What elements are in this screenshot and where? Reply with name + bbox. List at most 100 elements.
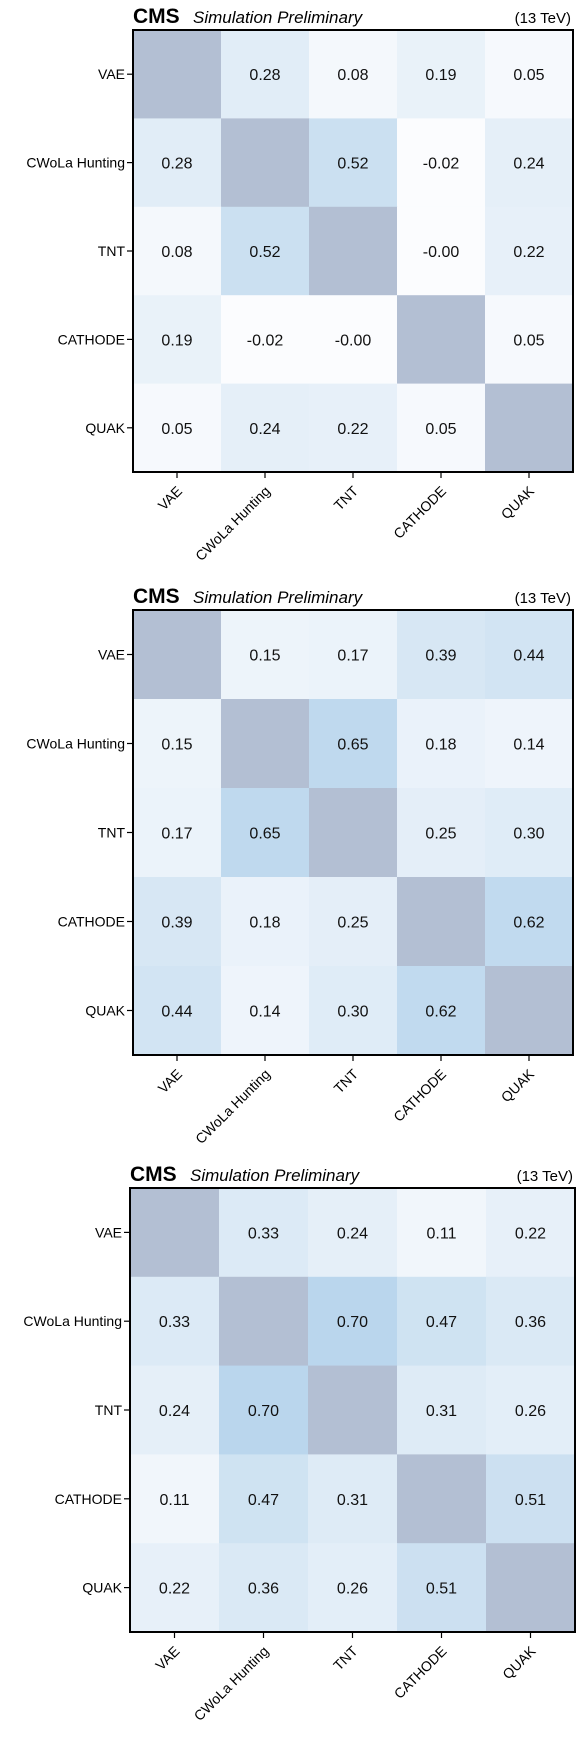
- heatmap-cell: [308, 1543, 398, 1633]
- heatmap-cell: [486, 1188, 576, 1278]
- cell-value-label: 0.26: [515, 1403, 546, 1420]
- heatmap-cell: [486, 1543, 576, 1633]
- heatmap-cell: [309, 30, 398, 119]
- cell-value-label: 0.52: [337, 156, 368, 173]
- heatmap-cell: [133, 699, 222, 789]
- cell-value-label: 0.52: [249, 244, 280, 261]
- cell-value-label: 0.62: [513, 915, 544, 932]
- heatmap-cell: [219, 1543, 309, 1633]
- heatmap-cell: [397, 610, 486, 700]
- heatmap-cell: [219, 1188, 309, 1278]
- x-tick-label: CWoLa Hunting: [192, 483, 273, 564]
- cell-value-label: 0.62: [425, 1004, 456, 1021]
- y-tick-label: CWoLa Hunting: [26, 736, 125, 752]
- heatmap-cell: [308, 1454, 398, 1544]
- heatmap-panel-1: CMS Simulation Preliminary (13 TeV) 0.28 0.0…: [26, 5, 574, 564]
- cell-value-label: 0.05: [161, 421, 192, 438]
- cell-value-label: 0.28: [249, 67, 280, 84]
- cell-value-label: -0.02: [423, 156, 460, 173]
- cell-value-label: 0.44: [513, 648, 544, 665]
- cell-value-label: 0.24: [159, 1403, 190, 1420]
- cell-value-label: 0.36: [515, 1314, 546, 1331]
- cell-value-label: 0.39: [161, 915, 192, 932]
- cell-value-label: 0.11: [427, 1225, 457, 1242]
- heatmap-cell: [485, 30, 574, 119]
- heatmap-cell: [485, 206, 574, 296]
- heatmap-cell: [397, 206, 486, 296]
- y-tick-label: CATHODE: [58, 331, 125, 347]
- cell-value-label: 0.08: [161, 244, 192, 261]
- cell-value-label: -0.02: [247, 332, 284, 349]
- energy-label: (13 TeV): [517, 1168, 573, 1185]
- cell-value-label: 0.47: [426, 1314, 457, 1331]
- cell-value-label: 0.17: [337, 648, 368, 665]
- cell-value-label: 0.17: [161, 826, 192, 843]
- heatmap-cell: [485, 383, 574, 473]
- heatmap-cell: [397, 699, 486, 789]
- x-tick-label: CATHODE: [390, 483, 449, 542]
- y-tick-label: VAE: [98, 66, 125, 82]
- heatmap-cell: [130, 1543, 220, 1633]
- cell-value-label: 0.47: [248, 1492, 279, 1509]
- heatmap-cell: [309, 383, 398, 473]
- heatmap-cell: [133, 788, 222, 878]
- simulation-preliminary-label: Simulation Preliminary: [193, 8, 364, 27]
- y-tick-label: CWoLa Hunting: [26, 155, 125, 171]
- simulation-preliminary-label: Simulation Preliminary: [190, 1166, 361, 1185]
- heatmap-cell: [397, 966, 486, 1056]
- cell-value-label: 0.05: [425, 421, 456, 438]
- heatmap-cell: [133, 966, 222, 1056]
- cell-value-label: 0.22: [337, 421, 368, 438]
- heatmap-cell: [397, 1276, 487, 1367]
- x-tick-label: QUAK: [498, 482, 538, 522]
- cell-value-label: 0.19: [425, 67, 456, 84]
- heatmap-cell: [309, 118, 398, 208]
- heatmap-cell: [308, 1365, 398, 1455]
- cell-value-label: 0.30: [337, 1004, 368, 1021]
- heatmap-cell: [133, 30, 222, 119]
- x-tick-label: QUAK: [498, 1065, 538, 1105]
- heatmap-cell: [309, 295, 398, 385]
- x-tick-label: VAE: [155, 483, 185, 513]
- cell-value-label: 0.39: [425, 648, 456, 665]
- energy-label: (13 TeV): [515, 590, 571, 607]
- heatmap-cell: [309, 877, 398, 967]
- heatmap-cell: [130, 1365, 220, 1455]
- heatmap-cell: [397, 1365, 487, 1455]
- heatmap-cell: [486, 1365, 576, 1455]
- heatmap-cell: [221, 966, 310, 1056]
- cell-value-label: 0.24: [249, 421, 280, 438]
- x-tick-label: VAE: [155, 1066, 185, 1096]
- heatmap-panel-2: CMS Simulation Preliminary (13 TeV) 0.15 0.1…: [26, 585, 574, 1147]
- y-tick-label: CATHODE: [55, 1491, 122, 1507]
- x-tick-label: CWoLa Hunting: [191, 1643, 272, 1724]
- cell-value-label: 0.24: [513, 156, 544, 173]
- experiment-label: CMS: [130, 1163, 177, 1186]
- y-tick-label: QUAK: [82, 1580, 122, 1596]
- heatmap-cell: [309, 788, 398, 878]
- heatmap-cell: [486, 1276, 576, 1367]
- cell-value-label: 0.70: [248, 1403, 279, 1420]
- heatmap-cell: [485, 295, 574, 385]
- cell-value-label: 0.33: [248, 1225, 279, 1242]
- heatmap-cell: [309, 206, 398, 296]
- heatmap-cell: [397, 30, 486, 119]
- x-tick-label: CATHODE: [391, 1643, 450, 1702]
- cell-value-label: 0.15: [249, 648, 280, 665]
- heatmap-cell: [485, 610, 574, 700]
- x-tick-label: QUAK: [499, 1642, 539, 1682]
- experiment-label: CMS: [133, 585, 180, 608]
- heatmap-cell: [219, 1365, 309, 1455]
- heatmap-cell: [221, 699, 310, 789]
- energy-label: (13 TeV): [515, 10, 571, 27]
- heatmap-cell: [221, 610, 310, 700]
- heatmap-cell: [397, 1543, 487, 1633]
- cell-value-label: 0.14: [249, 1004, 280, 1021]
- y-tick-label: TNT: [95, 1402, 123, 1418]
- heatmap-cell: [130, 1454, 220, 1544]
- cell-value-label: 0.36: [248, 1581, 279, 1598]
- cell-value-label: 0.22: [515, 1225, 546, 1242]
- heatmap-cell: [130, 1188, 220, 1278]
- heatmap-cell: [397, 118, 486, 208]
